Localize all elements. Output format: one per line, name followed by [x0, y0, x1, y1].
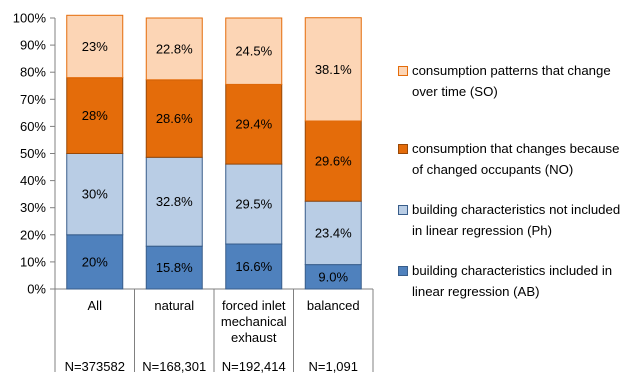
y-tick-label: 30%: [20, 200, 46, 215]
data-label: 20%: [82, 254, 108, 269]
data-label: 32.8%: [156, 194, 193, 209]
bar-value-labels: 20% 30% 28% 23% 15.8% 32.8% 28.6% 22.8% 16.6% 29.…: [82, 39, 352, 284]
legend-label-ph: building characteristics not included in…: [412, 202, 621, 238]
data-label: 23%: [82, 39, 108, 54]
bar-segment-balanced-0: [304, 264, 362, 290]
sample-size-label: N=1,091: [308, 359, 358, 374]
legend-label-no: consumption that changes because of chan…: [412, 141, 620, 177]
y-tick-label: 90%: [20, 38, 46, 53]
bar-segment-forced-inlet-mechanical-exhaust-3: [225, 17, 283, 85]
data-label: 38.1%: [315, 62, 352, 77]
category-label-line: natural: [154, 298, 194, 313]
sample-size-label: N=168,301: [142, 359, 206, 374]
data-label: 28%: [82, 108, 108, 123]
category-labels: All N=373582 natural N=168,301 forced inlet m…: [65, 298, 360, 374]
category-label: All: [88, 298, 103, 313]
bar-segment-balanced-3: [304, 17, 362, 122]
bar-segment-balanced-2: [304, 120, 362, 202]
y-tick-label: 100%: [13, 11, 47, 26]
data-label: 22.8%: [156, 41, 193, 56]
bar-segment-natural-1: [145, 156, 203, 247]
category-label: forced inlet mechanical exhaust: [221, 298, 287, 345]
category-label-line: forced inlet: [222, 298, 286, 313]
data-label: 9.0%: [318, 269, 348, 284]
y-tick-label: 80%: [20, 65, 46, 80]
data-label: 23.4%: [315, 225, 352, 240]
y-tick-label: 60%: [20, 119, 46, 134]
category-label-line: balanced: [307, 298, 360, 313]
y-tick-label: 0%: [27, 282, 46, 297]
bar-segment-forced-inlet-mechanical-exhaust-2: [225, 83, 283, 165]
legend-swatch-ab: [398, 266, 408, 276]
legend-swatch-no: [398, 144, 408, 154]
bar-segment-natural-0: [145, 245, 203, 290]
y-tick-label: 50%: [20, 146, 46, 161]
bar-segment-forced-inlet-mechanical-exhaust-1: [225, 163, 283, 245]
category-label-line: exhaust: [231, 330, 277, 345]
data-label: 29.5%: [235, 197, 272, 212]
category-label-line: mechanical: [221, 314, 287, 329]
sample-size-label: N=192,414: [222, 359, 286, 374]
data-label: 29.4%: [235, 117, 272, 132]
bar-segment-all-3: [66, 14, 124, 79]
sample-size-label: N=373582: [65, 359, 125, 374]
y-tick-label: 10%: [20, 254, 46, 269]
data-label: 24.5%: [235, 44, 272, 59]
data-label: 28.6%: [156, 111, 193, 126]
data-label: 29.6%: [315, 154, 352, 169]
bar-segment-forced-inlet-mechanical-exhaust-0: [225, 243, 283, 290]
y-tick-label: 40%: [20, 173, 46, 188]
legend-swatch-ph: [398, 205, 408, 215]
data-label: 16.6%: [235, 259, 272, 274]
category-label: balanced: [307, 298, 360, 313]
y-tick-label: 20%: [20, 227, 46, 242]
bar-segment-balanced-1: [304, 200, 362, 266]
y-tick-label: 70%: [20, 92, 46, 107]
data-label: 15.8%: [156, 260, 193, 275]
bars: [66, 14, 362, 290]
bar-segment-natural-3: [145, 17, 203, 81]
category-label: natural: [154, 298, 194, 313]
legend-swatch-so: [398, 66, 408, 76]
legend-label-so: consumption patterns that change over ti…: [412, 63, 611, 99]
y-tick-labels: 0% 10% 20% 30% 40% 50% 60% 70% 80% 90% 100%: [13, 11, 47, 297]
data-label: 30%: [82, 187, 108, 202]
category-label-line: All: [88, 298, 103, 313]
legend-label-ab: building characteristics included in lin…: [412, 263, 613, 299]
bar-segment-natural-2: [145, 79, 203, 158]
